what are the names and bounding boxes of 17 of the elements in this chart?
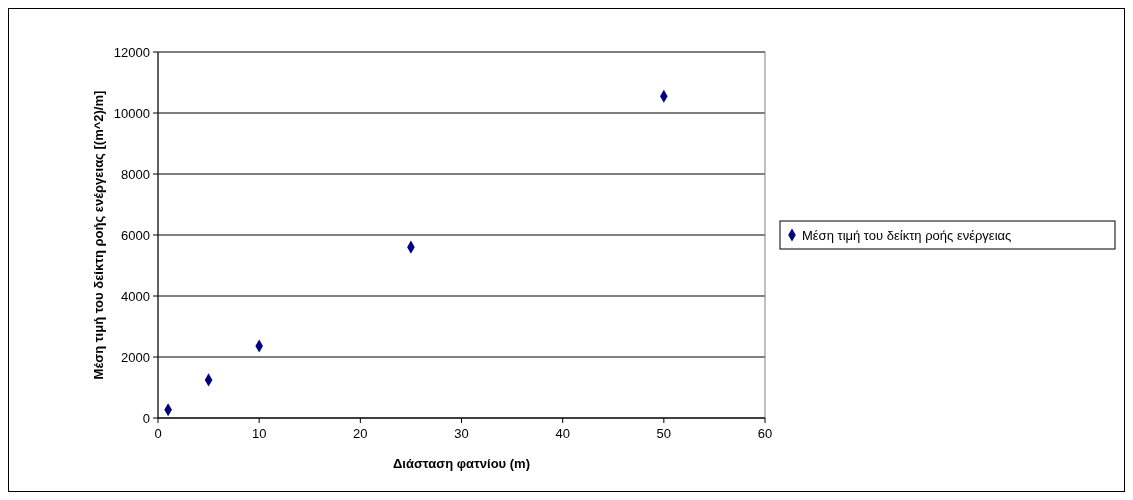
y-tick-label: 0	[142, 410, 150, 426]
x-tick-label: 50	[656, 426, 672, 441]
y-tick-label: 4000	[121, 288, 150, 304]
y-axis-title: Μέση τιμή του δείκτη ροής ενέργειας [(m^2)/m]	[91, 90, 106, 380]
x-tick-label: 30	[454, 426, 469, 441]
x-tick-label: 40	[555, 426, 570, 441]
x-tick-label: 60	[757, 426, 773, 441]
y-tick-label: 12000	[113, 44, 150, 60]
legend-label: Μέση τιμή του δείκτη ροής ενέργειας	[802, 227, 1012, 243]
y-tick-label: 6000	[121, 227, 150, 243]
y-tick-label: 10000	[113, 105, 150, 121]
x-tick-label: 0	[154, 426, 162, 441]
y-tick-label: 2000	[121, 349, 150, 365]
x-axis-title: Διάσταση φατνίου (m)	[393, 456, 530, 471]
x-tick-label: 10	[251, 426, 267, 441]
y-tick-label: 8000	[121, 166, 150, 182]
x-tick-label: 20	[353, 426, 368, 441]
